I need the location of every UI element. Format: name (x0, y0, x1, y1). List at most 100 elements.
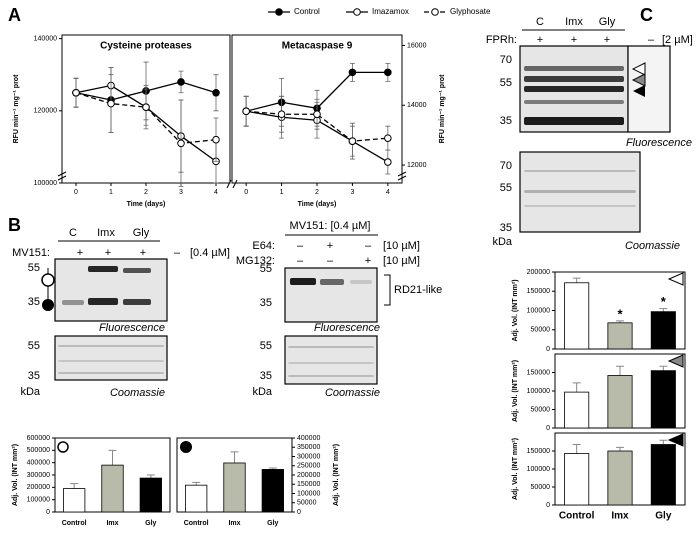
x-tick-label: 3 (350, 189, 354, 196)
y-tick-label: 100000 (527, 307, 550, 314)
y-tick-label: 0 (546, 346, 550, 353)
gel-band (288, 346, 374, 348)
y-tick-label: 0 (546, 502, 550, 509)
x-tick-label: Gly (267, 520, 278, 527)
y-tick-label: 400000 (297, 435, 320, 442)
y-tick-label: 150000 (527, 369, 550, 376)
gel-band (320, 279, 344, 285)
stain-label: Fluorescence (99, 322, 165, 334)
band-marker-filled (42, 299, 54, 311)
x-axis-label: Time (days) (127, 201, 166, 208)
mw-marker: 35 (28, 370, 40, 382)
error-bar (659, 308, 668, 312)
axis-break (397, 171, 407, 181)
bar (185, 484, 208, 513)
y-tick-label: 16000 (407, 42, 427, 49)
bracket (384, 274, 391, 306)
panel-label: A (8, 5, 21, 25)
error-bar (572, 382, 581, 393)
point (242, 107, 250, 116)
concentration: [10 µM] (383, 240, 420, 252)
x-tick-label: Gly (655, 511, 672, 522)
bar (564, 391, 590, 429)
point (177, 78, 185, 86)
x-tick-label: 2 (315, 189, 319, 196)
band-marker-open (631, 62, 646, 76)
x-tick-label: 1 (109, 189, 113, 196)
x-tick-label: 1 (280, 189, 284, 196)
y-tick-label: 400000 (27, 460, 50, 467)
y-tick-label: 14000 (407, 102, 427, 109)
probe-label: MV151: (12, 247, 50, 259)
y-tick-label: 150000 (527, 288, 550, 295)
y-tick-label: 50000 (531, 406, 551, 413)
y-tick-label: 250000 (297, 463, 320, 470)
bar (564, 453, 590, 506)
lane-label: C (536, 16, 544, 28)
error-bar (230, 451, 239, 463)
treatment-sign: + (365, 255, 371, 267)
stain-label: Fluorescence (314, 322, 380, 334)
treatment-sign: – (297, 255, 304, 267)
y-tick-label: 0 (46, 509, 50, 516)
treatment-sign: – (365, 240, 372, 252)
y-axis-label: RFU min⁻¹ mg⁻¹ prot (13, 74, 20, 143)
band-marker-filled (633, 85, 645, 97)
point (212, 88, 220, 97)
y-tick-label: 200000 (297, 472, 320, 479)
mw-marker: 55 (260, 263, 272, 275)
chart-title: Metacaspase 9 (282, 41, 353, 52)
stain-label: Fluorescence (626, 137, 692, 149)
mw-unit: kDa (20, 386, 40, 398)
error-bar (659, 365, 668, 371)
error-bar (659, 439, 668, 445)
mw-marker: 35 (260, 370, 272, 382)
point (384, 134, 392, 142)
gel-band (62, 300, 84, 305)
band-marker-grey (631, 73, 646, 87)
treatment-sign: + (571, 34, 577, 46)
y-tick-label: 100000 (527, 466, 550, 473)
mw-marker: 35 (500, 222, 512, 234)
y-tick-label: 50000 (531, 484, 551, 491)
bar (607, 450, 633, 506)
axis-break (57, 171, 67, 181)
bar-annotation: * (661, 294, 667, 309)
stain-label: Coomassie (110, 387, 165, 399)
point (313, 110, 321, 119)
band-marker-open (41, 273, 55, 287)
bar (607, 322, 633, 350)
mw-marker: 70 (500, 54, 512, 66)
mw-marker: 55 (28, 340, 40, 352)
treatment-sign: + (327, 240, 333, 252)
y-axis-label: Adj. Vol. (INT mm²) (512, 360, 519, 422)
y-tick-label: 200000 (527, 269, 550, 276)
mw-marker: 35 (28, 296, 40, 308)
bar-annotation: * (617, 306, 623, 321)
lane-label: Imx (97, 227, 115, 239)
mw-marker: 70 (500, 160, 512, 172)
mw-marker: 55 (28, 262, 40, 274)
indicator (667, 354, 684, 368)
bar (261, 469, 284, 513)
x-tick-label: 0 (244, 189, 248, 196)
x-tick-label: 2 (144, 189, 148, 196)
error-bar (108, 449, 117, 466)
gel-blank (627, 45, 671, 133)
mw-unit: kDa (492, 236, 512, 248)
point (212, 135, 220, 144)
stain-label: Coomassie (625, 240, 680, 252)
y-axis-label: Adj. Vol. (INT mm²) (512, 279, 519, 341)
indicator (180, 441, 192, 453)
point (384, 68, 392, 77)
error-bar (572, 277, 581, 283)
y-tick-label: 150000 (527, 448, 550, 455)
legend-label: Control (294, 7, 320, 16)
legend-marker (431, 8, 439, 16)
gel-band (350, 280, 372, 284)
gel-band (88, 266, 118, 272)
concentration: [2 µM] (662, 34, 693, 46)
legend-label: Imazamox (372, 7, 409, 16)
mw-marker: 55 (500, 182, 512, 194)
